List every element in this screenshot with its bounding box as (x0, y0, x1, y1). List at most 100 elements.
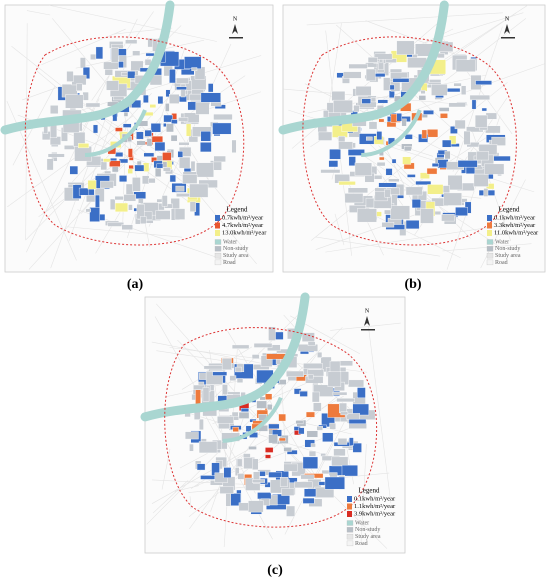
land-block (79, 57, 86, 69)
land-block (198, 441, 218, 454)
land-block (136, 140, 146, 146)
land-block (257, 492, 272, 500)
land-block (402, 156, 412, 165)
land-block (195, 101, 210, 115)
land-block (125, 39, 138, 44)
land-block (154, 141, 166, 152)
land-block (143, 152, 155, 157)
legend-layer-label: Water (223, 239, 237, 245)
land-block (423, 110, 434, 115)
land-block (66, 71, 74, 82)
legend-swatch (487, 215, 492, 221)
legend-layer-label: Study area (223, 253, 249, 259)
legend-label: 1.1kwh/m²/year (354, 503, 396, 510)
legend-swatch (215, 222, 220, 229)
land-block (313, 402, 322, 412)
land-block (339, 402, 347, 414)
legend-layer-swatch (346, 527, 354, 533)
land-block (313, 384, 334, 397)
land-block (418, 95, 427, 101)
land-block (243, 453, 251, 458)
land-block (154, 167, 162, 177)
land-block (361, 98, 371, 104)
river-branch (222, 396, 283, 443)
legend-title: Legend (499, 206, 520, 214)
land-block (457, 160, 478, 168)
land-block (347, 187, 368, 194)
land-block (95, 194, 100, 209)
land-block (238, 411, 250, 419)
land-block (336, 398, 355, 403)
land-block (85, 102, 101, 108)
land-block (278, 437, 286, 442)
river-branch (361, 109, 422, 157)
land-block (302, 456, 319, 469)
legend-layer-label: Non-study (223, 246, 248, 252)
land-block (343, 71, 362, 79)
legend-title: Legend (359, 487, 380, 495)
land-block (231, 344, 250, 349)
legend-layer-swatch (214, 259, 222, 266)
land-block (298, 427, 305, 435)
land-block (303, 362, 323, 369)
land-block (442, 139, 452, 148)
legend-swatch (487, 230, 492, 236)
land-block (281, 488, 295, 496)
land-block (450, 126, 458, 134)
land-block (47, 153, 65, 158)
legend-layer-swatch (214, 252, 222, 259)
road (360, 443, 367, 546)
legend-layer-swatch (214, 239, 222, 245)
land-block (266, 353, 286, 360)
land-block (381, 222, 395, 228)
land-block (121, 224, 133, 230)
land-block (100, 180, 114, 189)
legend-layer-swatch (346, 520, 354, 526)
land-block (299, 390, 308, 397)
legend-layer-label: Water (355, 520, 369, 526)
land-block (136, 131, 144, 140)
land-block (475, 80, 492, 85)
legend-layer-swatch (214, 246, 222, 252)
land-block (306, 430, 318, 438)
land-block (236, 378, 244, 383)
land-block (234, 467, 240, 477)
legend-layer-label: Road (355, 541, 368, 547)
land-block (195, 389, 201, 405)
road (345, 444, 354, 485)
land-block (196, 162, 214, 178)
legend-layer-swatch (486, 246, 494, 252)
land-block (378, 182, 397, 188)
legend-swatch (215, 215, 220, 221)
land-block (405, 186, 423, 196)
land-block (217, 416, 234, 424)
land-block (256, 400, 267, 409)
land-block (110, 47, 119, 63)
river (278, 0, 449, 135)
road (315, 236, 441, 257)
land-block (141, 175, 150, 185)
land-block (127, 168, 133, 174)
land-block (307, 341, 316, 346)
road (334, 213, 345, 246)
land-block (401, 118, 407, 127)
legend-swatch (487, 222, 492, 229)
road (174, 485, 200, 492)
land-block (348, 63, 368, 69)
land-block (311, 391, 320, 403)
land-block (128, 204, 133, 211)
land-block (253, 343, 273, 348)
land-block (348, 379, 365, 388)
land-block (320, 169, 341, 174)
land-block (176, 193, 190, 198)
land-block (140, 216, 147, 224)
land-block (229, 375, 237, 381)
land-block (89, 207, 100, 222)
compass-arrow (504, 24, 510, 34)
land-block (353, 105, 360, 113)
land-block (444, 150, 451, 160)
land-block (329, 422, 337, 430)
land-block (331, 456, 349, 467)
legend-layer-label: Study area (495, 253, 521, 259)
land-block (148, 178, 156, 184)
